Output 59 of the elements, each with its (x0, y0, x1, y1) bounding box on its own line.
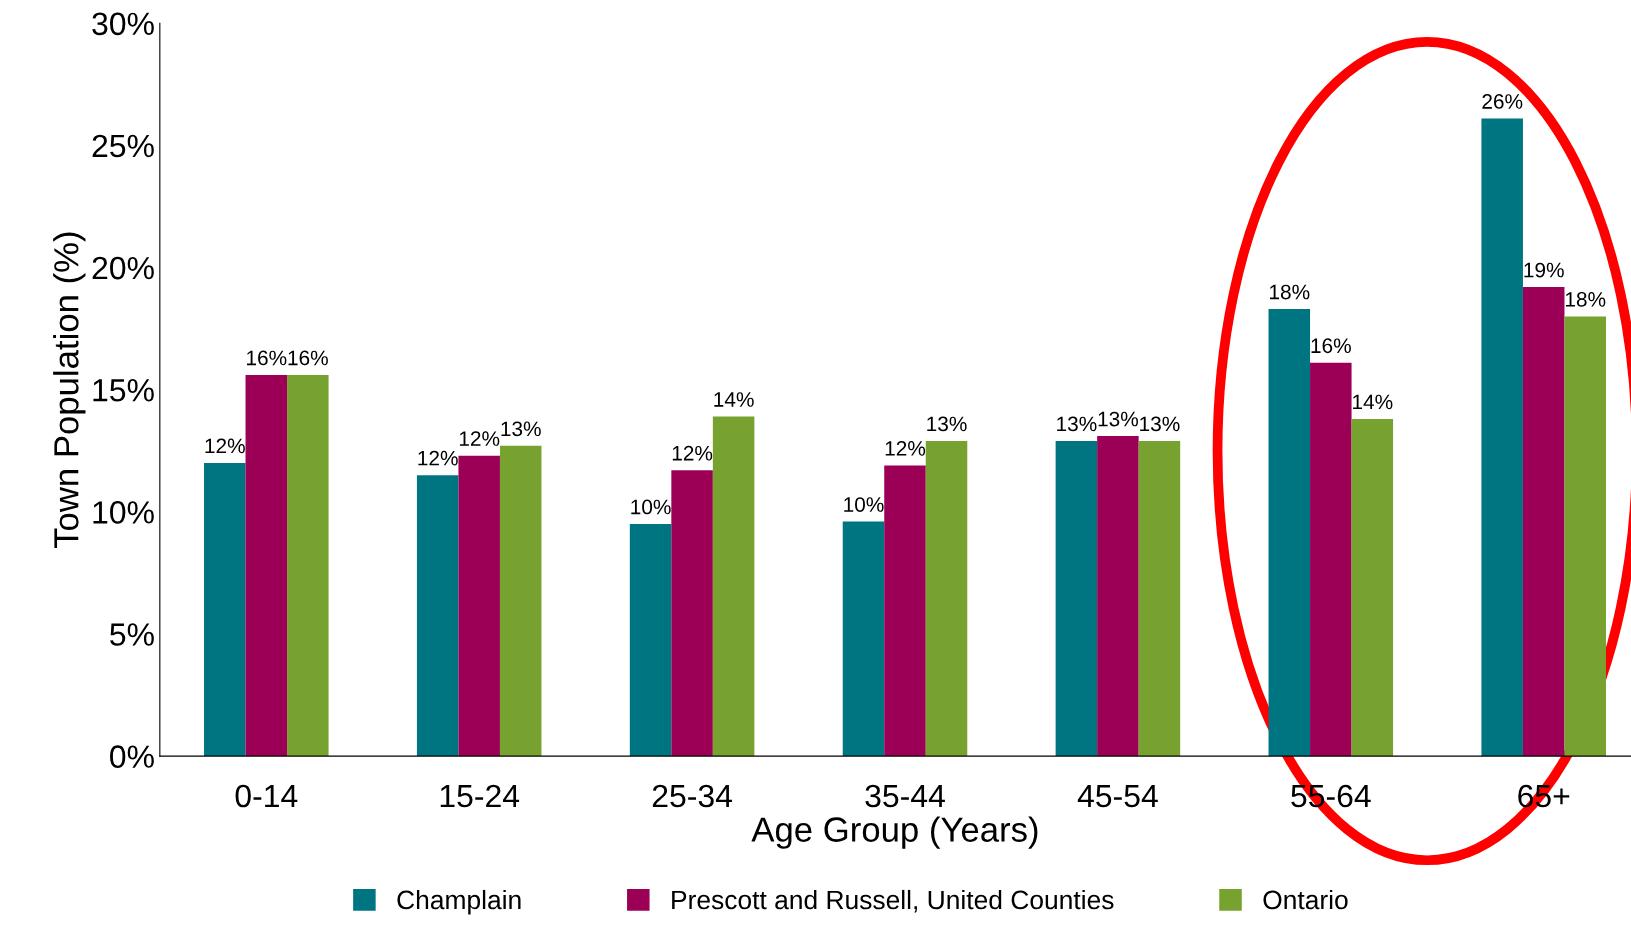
bar (1481, 118, 1523, 757)
data-label: 16% (247, 350, 287, 366)
bar (842, 521, 885, 757)
y-tick-label: 30% (92, 12, 154, 36)
data-label: 13% (1140, 416, 1180, 432)
bar (1138, 440, 1181, 757)
data-label: 10% (844, 497, 884, 512)
bar (884, 465, 926, 757)
x-tick-label: 45-54 (1077, 785, 1158, 808)
data-label: 13% (1098, 411, 1139, 427)
bar (1351, 418, 1394, 757)
x-tick-label: 25-34 (652, 784, 733, 808)
y-tick-label: 25% (92, 134, 154, 158)
bar (629, 524, 672, 757)
data-label: 13% (1057, 416, 1097, 432)
y-tick-label: 0% (110, 745, 154, 768)
bar (416, 475, 459, 757)
bar (1522, 287, 1565, 757)
bar (1564, 316, 1606, 757)
data-label: 12% (885, 440, 926, 456)
x-tick-label: 35-44 (865, 784, 945, 808)
data-label: 14% (1353, 394, 1393, 410)
legend-label: Champlain (397, 889, 521, 915)
data-label: 18% (1270, 284, 1310, 300)
bar (204, 462, 246, 757)
y-tick-label: 10% (93, 501, 154, 524)
bar (499, 445, 542, 757)
bar (925, 440, 968, 757)
bar (671, 470, 713, 757)
x-tick-label: 15-24 (440, 784, 520, 808)
bar (1310, 362, 1352, 757)
legend-label: Ontario (1263, 889, 1348, 910)
data-label: 26% (1482, 94, 1523, 109)
bar (1097, 436, 1139, 757)
data-label: 10% (631, 499, 671, 515)
data-label: 13% (501, 421, 541, 437)
data-label: 12% (459, 431, 500, 446)
bar (245, 375, 288, 757)
y-tick-label: 5% (110, 623, 154, 646)
bar (712, 416, 755, 757)
x-tick-label: 0-14 (235, 784, 298, 808)
data-label: 18% (1565, 291, 1606, 307)
legend-label: Prescott and Russell, United Counties (672, 889, 1114, 913)
data-label: 16% (1311, 338, 1351, 354)
y-tick-label: 20% (92, 256, 154, 280)
x-axis-title: Age Group (Years) (751, 816, 1038, 849)
bar (1055, 440, 1098, 757)
data-label: 19% (1524, 262, 1564, 278)
bar (458, 455, 500, 757)
data-label: 12% (672, 445, 713, 461)
data-label: 12% (205, 438, 245, 454)
bar (287, 375, 329, 757)
data-label: 14% (714, 392, 754, 407)
data-label: 13% (927, 416, 967, 432)
data-label: 16% (288, 350, 328, 366)
data-label: 12% (418, 450, 458, 466)
y-axis-title: Town Population (%) (53, 232, 86, 549)
y-tick-label: 15% (93, 379, 154, 402)
bar (1268, 309, 1311, 757)
